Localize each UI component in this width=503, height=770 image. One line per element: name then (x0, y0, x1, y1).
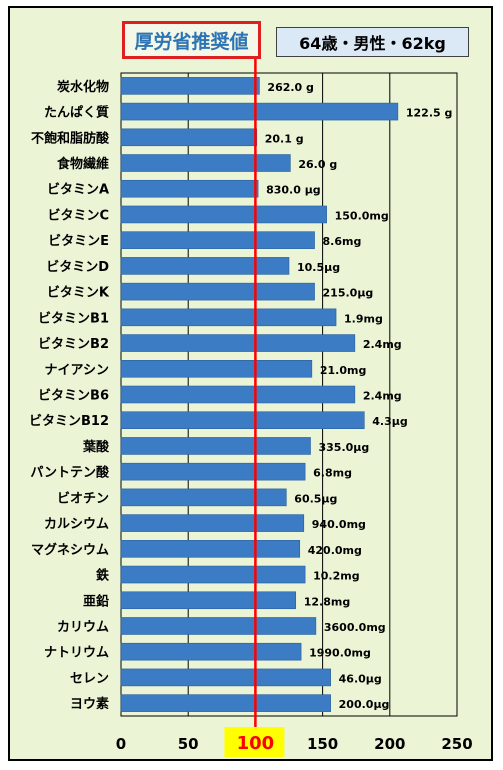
x-tick-label: 250 (441, 735, 472, 753)
category-label: ビタミンC (47, 207, 109, 223)
bar (120, 231, 315, 249)
bar (120, 154, 291, 172)
category-label: ビタミンB1 (38, 310, 109, 326)
reference-label: 100 (237, 733, 275, 754)
bar (120, 385, 356, 404)
data-label: 6.8mg (313, 467, 352, 480)
category-label: ビタミンE (48, 233, 109, 249)
chart-frame (8, 6, 493, 761)
data-label: 10.5μg (297, 261, 340, 274)
category-label: ビタミンB6 (38, 388, 109, 404)
category-label: 炭水化物 (57, 79, 109, 95)
category-label: 鉄 (96, 568, 109, 584)
bar (120, 488, 287, 507)
data-label: 122.5 g (406, 107, 453, 120)
data-label: 3600.0mg (324, 621, 386, 634)
bar (120, 411, 365, 430)
category-label: ビタミンD (46, 259, 109, 275)
bar (120, 205, 327, 224)
category-label: ビタミンB12 (29, 413, 109, 429)
category-label: 葉酸 (82, 439, 110, 455)
data-label: 26.0 g (298, 158, 337, 171)
category-label: 不飽和脂肪酸 (31, 130, 110, 146)
x-tick-label: 0 (116, 735, 126, 753)
data-label: 2.4mg (363, 338, 402, 351)
category-label: 亜鉛 (83, 593, 109, 609)
bar (120, 102, 399, 121)
data-label: 8.6mg (323, 235, 362, 248)
profile-label: 64歳・男性・62kg (276, 27, 469, 57)
bar (120, 540, 301, 558)
bar (120, 617, 317, 635)
category-label: ビタミンK (47, 285, 110, 301)
category-label: たんぱく質 (44, 105, 109, 121)
bar (120, 668, 331, 687)
bar (120, 437, 311, 455)
category-label: セレン (70, 671, 109, 686)
bar (120, 282, 315, 301)
data-label: 12.8mg (304, 595, 350, 608)
category-label: ビオチン (57, 490, 109, 506)
data-label: 150.0mg (335, 209, 389, 222)
bar (120, 334, 356, 352)
data-label: 420.0mg (308, 544, 362, 557)
data-label: 21.0mg (320, 364, 366, 377)
bar (120, 179, 259, 198)
category-label: ヨウ素 (70, 696, 109, 712)
category-label: パントテン酸 (30, 465, 110, 481)
bar (120, 257, 290, 275)
data-label: 200.0μg (339, 698, 390, 711)
data-label: 60.5μg (294, 492, 337, 505)
x-tick-label: 200 (374, 735, 405, 753)
category-label: ビタミンA (47, 182, 109, 198)
reference-label-box (224, 727, 285, 757)
bar (120, 462, 306, 481)
x-tick-label: 150 (307, 735, 338, 753)
category-label: カリウム (57, 620, 109, 635)
category-label: マグネシウム (31, 542, 109, 558)
data-label: 830.0 μg (266, 184, 321, 197)
bar (120, 359, 313, 378)
bar (120, 694, 331, 712)
data-label: 262.0 g (267, 81, 314, 94)
category-label: ビタミンB2 (38, 336, 109, 352)
data-label: 940.0mg (312, 518, 366, 531)
category-label: 食物繊維 (57, 156, 109, 172)
bar (120, 514, 305, 532)
data-label: 335.0μg (319, 441, 370, 454)
data-label: 1990.0mg (309, 647, 371, 660)
data-label: 4.3μg (372, 415, 407, 428)
bar (120, 565, 306, 584)
bar (120, 308, 337, 327)
data-label: 20.1 g (265, 132, 304, 145)
category-label: カルシウム (44, 517, 109, 532)
chart-title: 厚労省推奨値 (122, 21, 261, 59)
data-label: 1.9mg (344, 312, 383, 325)
data-label: 2.4mg (363, 390, 402, 403)
bar (120, 642, 302, 661)
bar (120, 128, 258, 147)
x-tick-label: 50 (178, 735, 199, 753)
bar (120, 591, 297, 610)
data-label: 10.2mg (313, 570, 359, 583)
category-label: ナイアシン (45, 363, 109, 378)
bar (120, 77, 260, 95)
category-label: ナトリウム (44, 646, 109, 661)
data-label: 215.0μg (323, 287, 374, 300)
data-label: 46.0μg (339, 672, 382, 685)
